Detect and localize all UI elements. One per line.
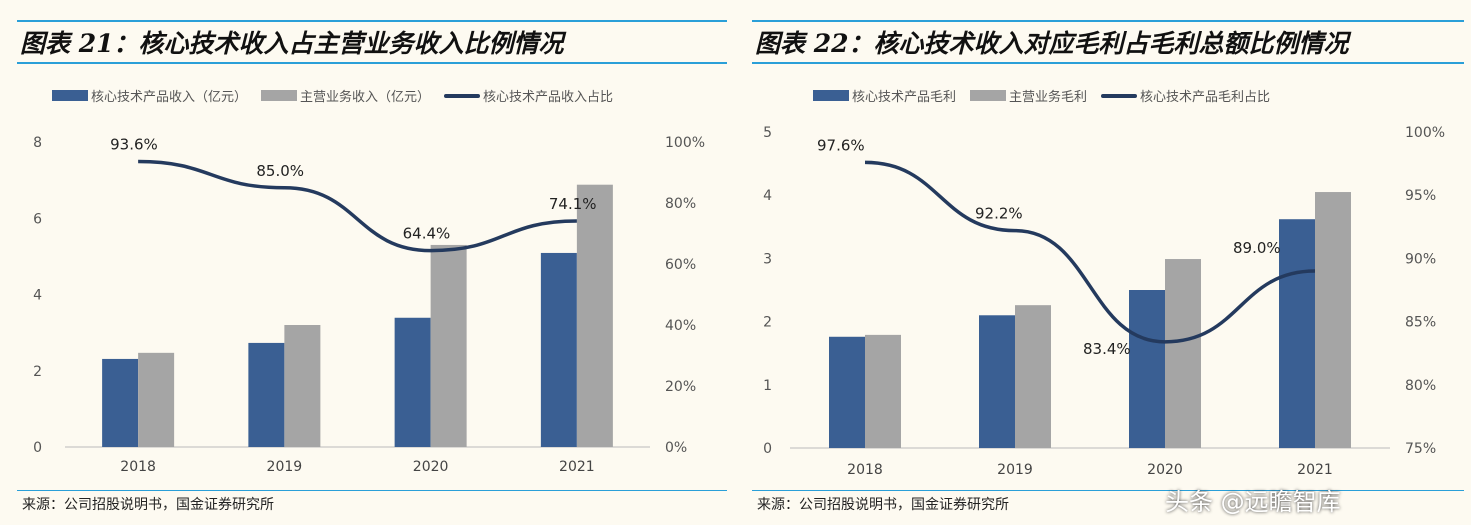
- ratio-line: [864, 160, 1316, 344]
- data-label: 93.6%: [110, 136, 158, 154]
- y-tick-label: 0: [763, 441, 772, 457]
- y2-tick-label: 0%: [665, 440, 687, 456]
- legend: 核心技术产品毛利 主营业务毛利 核心技术产品毛利占比: [813, 86, 1270, 105]
- y2-tick-label: 20%: [665, 379, 696, 395]
- legend-item: 主营业务收入（亿元）: [261, 86, 430, 105]
- x-tick-label: 2018: [120, 459, 156, 475]
- y-tick-label: 3: [763, 251, 772, 267]
- y2-tick-label: 80%: [665, 196, 696, 212]
- data-label: 89.0%: [1233, 239, 1281, 257]
- y-tick-label: 6: [33, 211, 42, 227]
- bar-total: [865, 334, 901, 448]
- data-label: 85.0%: [256, 162, 304, 180]
- title-rule-top: [752, 20, 1464, 22]
- bar-total: [430, 244, 467, 447]
- y2-tick-label: 75%: [1405, 441, 1436, 457]
- x-tick-label: 2018: [847, 462, 883, 478]
- y2-tick-label: 80%: [1405, 378, 1436, 394]
- y-tick-label: 0: [33, 440, 42, 456]
- legend-item: 核心技术产品毛利占比: [1101, 86, 1270, 105]
- ratio-line: [138, 159, 577, 253]
- bar-core: [248, 342, 285, 447]
- x-tick-label: 2021: [559, 459, 595, 475]
- y-tick-label: 2: [33, 364, 42, 380]
- legend: 核心技术产品收入（亿元） 主营业务收入（亿元） 核心技术产品收入占比: [52, 86, 613, 105]
- y-tick-label: 1: [763, 378, 772, 394]
- x-tick-label: 2021: [1297, 462, 1333, 478]
- y2-tick-label: 40%: [665, 318, 696, 334]
- bar-total: [284, 325, 321, 447]
- bar-core: [1129, 290, 1165, 448]
- title-rule-bottom: [17, 62, 727, 64]
- bar-total: [138, 352, 175, 447]
- y2-tick-label: 60%: [665, 257, 696, 273]
- legend-item: 核心技术产品收入（亿元）: [52, 86, 247, 105]
- y2-tick-label: 100%: [1405, 125, 1445, 141]
- legend-item: 核心技术产品毛利: [813, 86, 956, 105]
- y2-tick-label: 90%: [1405, 251, 1436, 267]
- bar-total: [1315, 192, 1351, 448]
- data-label: 92.2%: [975, 205, 1023, 223]
- title-rule-top: [17, 20, 727, 22]
- data-label: 64.4%: [403, 225, 451, 243]
- bar-core: [1279, 219, 1315, 448]
- y2-tick-label: 85%: [1405, 315, 1436, 331]
- bar-total: [576, 184, 613, 447]
- y-tick-label: 8: [33, 135, 42, 151]
- data-label: 83.4%: [1083, 340, 1131, 358]
- title-rule-bottom: [752, 62, 1464, 64]
- x-tick-label: 2020: [413, 459, 449, 475]
- footer-rule: [17, 490, 727, 491]
- source-note: 来源：公司招股说明书，国金证券研究所: [22, 497, 274, 513]
- watermark: 头条 @远瞻智库: [1165, 488, 1341, 516]
- y2-tick-label: 95%: [1405, 188, 1436, 204]
- data-label: 74.1%: [549, 195, 597, 213]
- data-label: 97.6%: [817, 136, 865, 154]
- y-tick-label: 2: [763, 315, 772, 331]
- source-note: 来源：公司招股说明书，国金证券研究所: [757, 497, 1009, 513]
- chart-panel-21: 图表 21：核心技术收入占主营业务收入比例情况 核心技术产品收入（亿元） 主营业…: [0, 0, 735, 525]
- bar-core: [829, 336, 865, 448]
- y-tick-label: 4: [33, 288, 42, 304]
- bar-total: [1165, 259, 1201, 448]
- chart-title: 图表 22：核心技术收入对应毛利占毛利总额比例情况: [755, 29, 1349, 58]
- legend-item: 核心技术产品收入占比: [444, 86, 613, 105]
- bar-core: [394, 317, 431, 447]
- bar-total: [1015, 305, 1051, 448]
- legend-item: 主营业务毛利: [970, 86, 1087, 105]
- bar-core: [102, 358, 139, 447]
- bar-core: [979, 315, 1015, 448]
- x-tick-label: 2019: [267, 459, 303, 475]
- x-tick-label: 2020: [1147, 462, 1183, 478]
- chart-panel-22: 图表 22：核心技术收入对应毛利占毛利总额比例情况 核心技术产品毛利 主营业务毛…: [735, 0, 1471, 525]
- y-tick-label: 5: [763, 125, 772, 141]
- y-tick-label: 4: [763, 188, 772, 204]
- y2-tick-label: 100%: [665, 135, 705, 151]
- chart-title: 图表 21：核心技术收入占主营业务收入比例情况: [20, 29, 564, 58]
- footer-rule: [752, 490, 1464, 491]
- x-tick-label: 2019: [997, 462, 1033, 478]
- bar-core: [540, 252, 577, 447]
